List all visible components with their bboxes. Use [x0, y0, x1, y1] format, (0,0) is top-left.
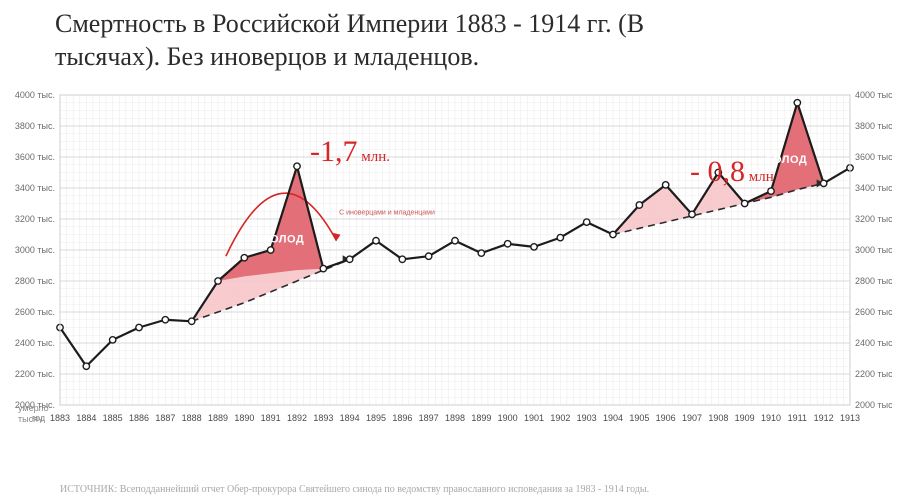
svg-text:1897: 1897 — [419, 413, 439, 423]
svg-text:2000 тыс.: 2000 тыс. — [855, 400, 892, 410]
svg-text:3800 тыс.: 3800 тыс. — [855, 121, 892, 131]
svg-text:2200 тыс.: 2200 тыс. — [855, 369, 892, 379]
svg-text:1883: 1883 — [50, 413, 70, 423]
svg-text:1889: 1889 — [208, 413, 228, 423]
svg-text:4000 тыс.: 4000 тыс. — [15, 90, 55, 100]
svg-text:3600 тыс.: 3600 тыс. — [855, 152, 892, 162]
svg-text:1886: 1886 — [129, 413, 149, 423]
svg-text:3000 тыс.: 3000 тыс. — [15, 245, 55, 255]
svg-text:1894: 1894 — [340, 413, 360, 423]
svg-text:1913: 1913 — [840, 413, 860, 423]
svg-text:1912: 1912 — [814, 413, 834, 423]
title-line-1: Смертность в Российской Империи 1883 - 1… — [55, 9, 644, 38]
chart-title: Смертность в Российской Империи 1883 - 1… — [55, 8, 855, 73]
svg-text:1901: 1901 — [524, 413, 544, 423]
svg-text:3200 тыс.: 3200 тыс. — [15, 214, 55, 224]
svg-text:1884: 1884 — [76, 413, 96, 423]
svg-text:1885: 1885 — [103, 413, 123, 423]
svg-text:1887: 1887 — [155, 413, 175, 423]
chart-svg: 2000 тыс.2000 тыс.2200 тыс.2200 тыс.2400… — [8, 85, 892, 455]
svg-text:3400 тыс.: 3400 тыс. — [855, 183, 892, 193]
svg-text:2600 тыс.: 2600 тыс. — [855, 307, 892, 317]
callout-1: -1,7 млн. — [310, 135, 390, 169]
svg-text:2600 тыс.: 2600 тыс. — [15, 307, 55, 317]
svg-text:1910: 1910 — [761, 413, 781, 423]
svg-text:4000 тыс.: 4000 тыс. — [855, 90, 892, 100]
svg-text:1892: 1892 — [287, 413, 307, 423]
source-caption: ИСТОЧНИК: Всеподданнейший отчет Обер-про… — [60, 484, 880, 495]
svg-text:2800 тыс.: 2800 тыс. — [15, 276, 55, 286]
svg-text:2200 тыс.: 2200 тыс. — [15, 369, 55, 379]
svg-text:3800 тыс.: 3800 тыс. — [15, 121, 55, 131]
svg-text:1891: 1891 — [261, 413, 281, 423]
svg-text:1898: 1898 — [445, 413, 465, 423]
svg-text:1902: 1902 — [550, 413, 570, 423]
svg-text:1908: 1908 — [708, 413, 728, 423]
callout-2: - 0,8 млн — [690, 155, 774, 189]
svg-text:1904: 1904 — [603, 413, 623, 423]
svg-text:умерло: умерло — [18, 403, 49, 413]
svg-text:1911: 1911 — [788, 413, 807, 423]
svg-text:С иноверцами и младенцами: С иноверцами и младенцами — [339, 209, 435, 216]
svg-text:3200 тыс.: 3200 тыс. — [855, 214, 892, 224]
title-line-2: тысячах). Без иноверцов и младенцов. — [55, 42, 479, 71]
svg-text:1900: 1900 — [498, 413, 518, 423]
svg-text:2400 тыс.: 2400 тыс. — [15, 338, 55, 348]
svg-text:1888: 1888 — [182, 413, 202, 423]
svg-text:1895: 1895 — [366, 413, 386, 423]
svg-text:1906: 1906 — [656, 413, 676, 423]
svg-text:1893: 1893 — [313, 413, 333, 423]
svg-text:2800 тыс.: 2800 тыс. — [855, 276, 892, 286]
svg-text:3600 тыс.: 3600 тыс. — [15, 152, 55, 162]
svg-text:1905: 1905 — [629, 413, 649, 423]
svg-text:ГОЛОД: ГОЛОД — [263, 233, 304, 245]
svg-text:2400 тыс.: 2400 тыс. — [855, 338, 892, 348]
svg-text:1907: 1907 — [682, 413, 702, 423]
svg-text:3400 тыс.: 3400 тыс. — [15, 183, 55, 193]
svg-text:1890: 1890 — [234, 413, 254, 423]
svg-text:1903: 1903 — [577, 413, 597, 423]
svg-text:тысяч: тысяч — [18, 414, 43, 424]
svg-text:1899: 1899 — [471, 413, 491, 423]
svg-text:1909: 1909 — [735, 413, 755, 423]
svg-text:3000 тыс.: 3000 тыс. — [855, 245, 892, 255]
chart-area: 2000 тыс.2000 тыс.2200 тыс.2200 тыс.2400… — [8, 85, 892, 455]
svg-text:1896: 1896 — [392, 413, 412, 423]
